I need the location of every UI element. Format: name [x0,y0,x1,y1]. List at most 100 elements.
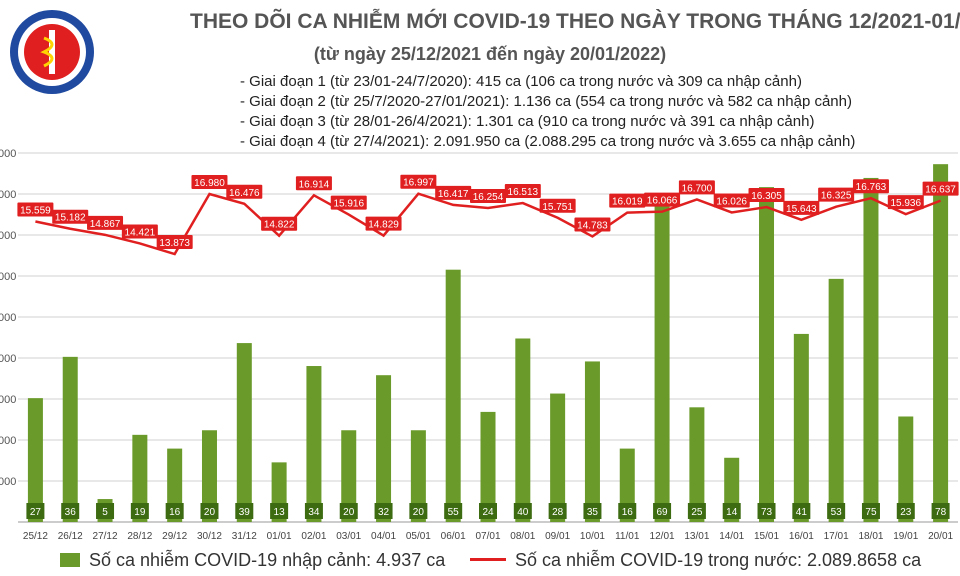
bar-value-label: 24 [482,507,494,518]
line-value-label-bg [261,216,298,231]
x-tick-label: 17/01 [824,531,849,542]
line-value-label-bg [748,188,785,203]
x-tick-label: 18/01 [858,531,883,542]
bar-09-01 [550,393,566,522]
x-tick-label: 14/01 [719,531,744,542]
bar-value-label: 27 [30,507,42,518]
phase-note-2: - Giai đoạn 2 (từ 25/7/2020-27/01/2021):… [240,93,852,110]
bar-label-bg [165,503,184,519]
bar-08-01 [515,338,531,522]
phase-notes: - Giai đoạn 1 (từ 23/01-24/7/2020): 415 … [240,72,855,152]
x-tick-label: 20/01 [928,531,953,542]
line-value-label: 14.783 [577,220,608,231]
bar-value-label: 53 [831,507,843,518]
bar-value-label: 32 [378,507,390,518]
line-value-label-bg [922,181,959,196]
x-tick-label: 11/01 [615,531,640,542]
x-tick-label: 19/01 [893,531,918,542]
line-value-label-bg [852,179,889,194]
bar-value-label: 35 [587,507,599,518]
line-value-label: 16.637 [925,185,956,196]
bar-label-bg [409,503,428,519]
bar-value-label: 36 [65,507,77,518]
x-tick-label: 12/01 [650,531,675,542]
line-value-label: 16.325 [821,191,852,202]
bar-label-bg [270,503,289,519]
line-value-label: 14.421 [125,227,156,238]
line-value-label-bg [435,185,472,200]
line-value-label: 14.822 [264,220,295,231]
bar-10-01 [584,361,600,522]
bar-label-bg [96,503,115,519]
y-tick-label: 000 [0,312,16,324]
line-value-label-bg [678,180,715,195]
line-value-label-bg [330,195,367,210]
line-value-label-bg [226,184,263,199]
bar-04-01 [376,375,392,522]
line-value-label-bg [191,175,228,190]
bar-label-bg [583,503,602,519]
phase-note-4: - Giai đoạn 4 (từ 27/4/2021): 2.091.950 … [240,133,856,150]
line-value-label-bg [470,189,506,204]
x-tick-label: 06/01 [441,531,466,542]
line-value-label: 16.476 [229,188,260,199]
x-tick-label: 05/01 [406,531,431,542]
bar-30-12 [201,430,217,522]
line-value-label-bg [609,193,646,208]
line-value-label: 14.829 [368,220,399,231]
line-value-label-bg [365,216,402,231]
bar-value-label: 5 [102,507,108,518]
bar-20-01 [933,164,949,523]
bar-value-label: 73 [761,507,773,518]
line-value-label: 15.559 [20,205,51,216]
bar-value-label: 34 [308,507,320,518]
x-tick-label: 25/12 [23,531,48,542]
bar-12-01 [654,205,670,522]
bar-19-01 [898,416,914,522]
line-value-label: 16.914 [299,179,330,190]
bar-label-bg [235,503,254,519]
bar-03-01 [341,430,357,522]
line-value-label: 14.867 [90,219,121,230]
bar-value-label: 16 [622,507,634,518]
bar-label-bg [374,503,393,519]
x-tick-label: 08/01 [510,531,535,542]
bar-label-bg [618,503,637,519]
bar-label-bg [792,503,811,519]
x-tick-label: 27/12 [93,531,118,542]
line-value-label: 15.916 [333,199,364,210]
x-tick-label: 16/01 [789,531,814,542]
legend-bar: Số ca nhiễm COVID-19 nhập cảnh: 4.937 ca [60,550,445,571]
x-tick-label: 09/01 [545,531,570,542]
bar-label-bg [339,503,358,519]
bar-06-01 [445,269,461,522]
bar-value-label: 78 [935,507,947,518]
line-value-label: 15.182 [55,213,86,224]
x-tick-label: 03/01 [336,531,361,542]
line-value-label: 16.513 [508,187,539,198]
line-value-label-bg [644,192,681,207]
ministry-of-health-logo [10,10,94,94]
line-value-label: 15.936 [890,198,921,209]
bar-value-label: 13 [274,507,286,518]
bar-26-12 [62,356,78,522]
bar-value-label: 20 [413,507,425,518]
x-tick-label: 30/12 [197,531,222,542]
bar-25-12 [27,398,43,522]
legend-bar-label: Số ca nhiễm COVID-19 nhập cảnh: 4.937 ca [89,550,446,570]
bar-value-label: 28 [552,507,564,518]
line-value-label-bg [574,217,611,232]
bar-28-12 [132,434,148,522]
line-value-label-bg [87,215,124,230]
legend-bar-swatch [60,553,80,567]
bar-value-label: 23 [900,507,912,518]
line-value-label: 16.026 [716,196,747,207]
bar-13-01 [689,407,705,522]
line-value-label-bg [400,174,437,189]
bar-label-bg [61,503,80,519]
bar-value-label: 41 [796,507,808,518]
legend-line-label: Số ca nhiễm COVID-19 trong nước: 2.089.8… [515,550,922,570]
line-value-label: 16.305 [751,191,782,202]
line-value-label-bg [887,195,924,210]
bar-label-bg [479,503,497,519]
